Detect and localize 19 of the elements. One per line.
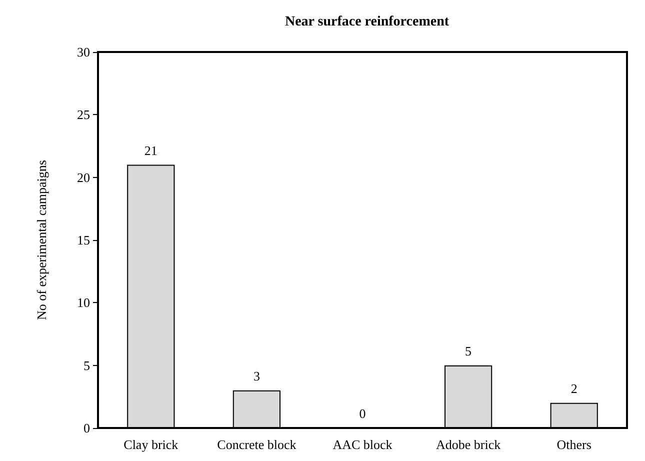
data-label: 21 (144, 142, 158, 158)
y-tick-label: 15 (77, 232, 90, 248)
y-tick-label: 0 (84, 420, 90, 436)
data-label: 0 (359, 406, 366, 421)
data-label: 3 (253, 368, 260, 384)
x-tick-label: AAC block (332, 437, 393, 452)
x-tick-label: Others (556, 437, 592, 452)
y-tick-label: 20 (77, 170, 90, 185)
y-tick-label: 5 (84, 358, 90, 373)
chart-title: Near surface reinforcement (284, 14, 450, 30)
x-tick-label: Adobe brick (436, 437, 502, 452)
y-tick-label: 30 (77, 44, 90, 60)
y-tick-label: 10 (77, 295, 90, 310)
data-label: 2 (570, 380, 578, 396)
data-label: 5 (465, 343, 472, 358)
x-tick-label: Concrete block (217, 437, 297, 452)
y-tick-label: 25 (77, 107, 90, 122)
x-tick-label: Clay brick (124, 437, 179, 452)
y-axis-title: No of experimental campaigns (34, 160, 49, 320)
